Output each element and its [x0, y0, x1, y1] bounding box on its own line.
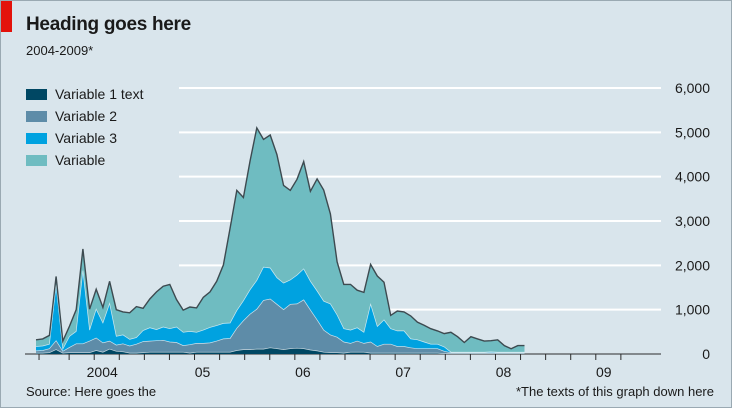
area-series-3: [36, 267, 525, 353]
legend-label: Variable 3: [55, 130, 118, 146]
x-tick-label: 07: [395, 364, 411, 380]
legend-swatch: [26, 132, 47, 144]
series-separator: [35, 298, 525, 354]
x-tick-label: 08: [496, 364, 512, 380]
x-tick-label: 09: [596, 364, 612, 380]
chart-subtitle: 2004-2009*: [26, 43, 94, 58]
chart-title: Heading goes here: [26, 14, 191, 35]
y-tick-label: 6,000: [675, 80, 710, 96]
legend: Variable 1 text Variable 2 Variable 3 Va…: [26, 83, 143, 171]
legend-label: Variable 2: [55, 108, 118, 124]
legend-item: Variable 3: [26, 127, 143, 149]
series-separator: [35, 266, 525, 353]
y-tick-label: 1,000: [675, 302, 710, 318]
legend-label: Variable: [55, 152, 106, 168]
legend-item: Variable 2: [26, 105, 143, 127]
legend-label: Variable 1 text: [55, 86, 144, 102]
source-note: Source: Here goes the: [26, 384, 157, 399]
brand-tag: [1, 1, 12, 32]
x-tick-label: 06: [295, 364, 311, 380]
legend-item: Variable 1 text: [26, 83, 143, 105]
area-series-4: [36, 127, 525, 353]
legend-swatch: [26, 88, 47, 100]
y-tick-label: 0: [702, 346, 710, 362]
y-tick-label: 2,000: [675, 257, 710, 273]
x-tick-label: 2004: [87, 364, 118, 380]
total-outline: [35, 125, 525, 350]
legend-item: Variable: [26, 149, 143, 171]
y-tick-label: 5,000: [675, 124, 710, 140]
area-series-2: [36, 299, 525, 354]
y-tick-label: 3,000: [675, 213, 710, 229]
y-tick-label: 4,000: [675, 169, 710, 185]
x-tick-label: 05: [195, 364, 211, 380]
series-separator: [36, 347, 525, 354]
footnote: *The texts of this graph down here: [515, 384, 714, 399]
legend-swatch: [26, 154, 47, 166]
legend-swatch: [26, 110, 47, 122]
